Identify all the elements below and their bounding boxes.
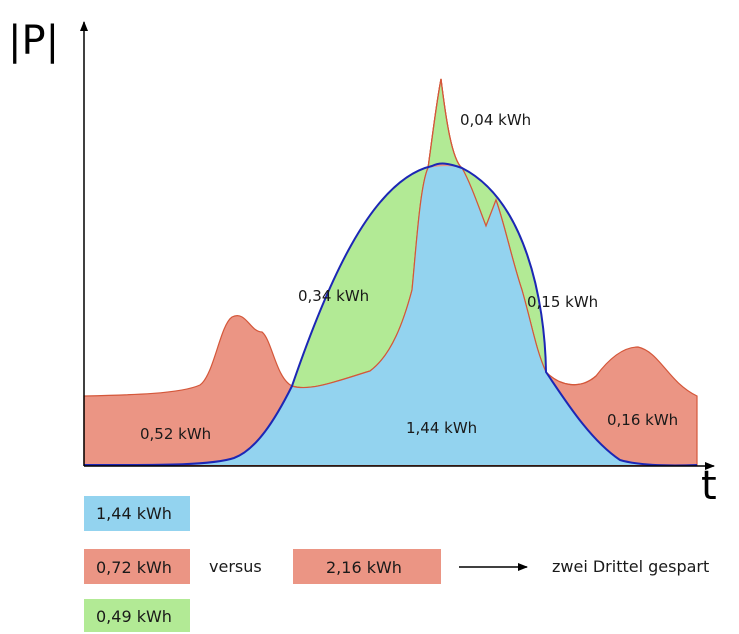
versus-text: versus xyxy=(209,557,262,576)
legend-red-total-label: 2,16 kWh xyxy=(326,558,402,577)
blue-selfconsumption-area xyxy=(84,166,697,466)
red-consumption-line xyxy=(291,78,597,389)
savings-text: zwei Drittel gespart xyxy=(552,557,709,576)
blue-center-label: 1,44 kWh xyxy=(406,419,477,437)
legend-blue-box xyxy=(84,496,190,531)
legend-blue-label: 1,44 kWh xyxy=(96,504,172,523)
green-right-label: 0,15 kWh xyxy=(527,293,598,311)
x-axis-label: t xyxy=(701,463,717,509)
legend-green-box xyxy=(84,599,190,632)
green-left-label: 0,34 kWh xyxy=(298,287,369,305)
legend-red-box xyxy=(84,549,190,584)
peak-label: 0,04 kWh xyxy=(460,111,531,129)
legend-green-label: 0,49 kWh xyxy=(96,607,172,626)
legend-red-label: 0,72 kWh xyxy=(96,558,172,577)
legend-red-total-box xyxy=(293,549,441,584)
red-left-label: 0,52 kWh xyxy=(140,425,211,443)
red-right-label: 0,16 kWh xyxy=(607,411,678,429)
y-axis-label: |P| xyxy=(8,18,59,64)
solar-production-curve xyxy=(83,162,698,467)
